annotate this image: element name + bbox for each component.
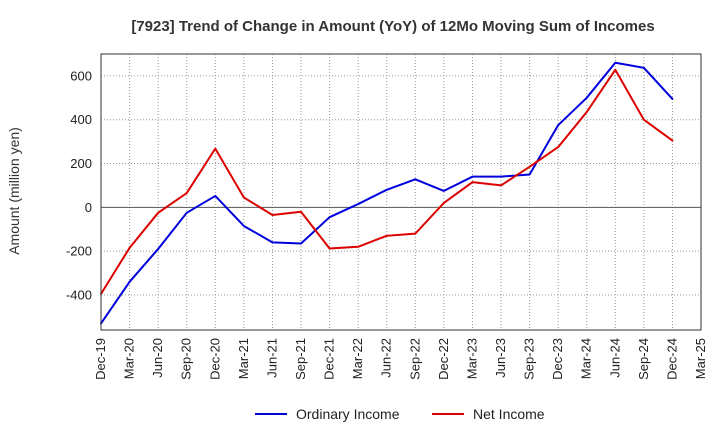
series-layer	[100, 61, 674, 325]
x-tick-label: Dec-20	[207, 338, 222, 380]
x-tick-label: Dec-21	[322, 338, 337, 380]
legend-label-2: Net Income	[473, 406, 545, 422]
x-tick-label: Sep-22	[407, 338, 422, 380]
x-tick-label: Mar-23	[464, 338, 479, 379]
x-tick-label: Mar-22	[350, 338, 365, 379]
y-tick-label: 600	[70, 68, 92, 83]
y-tick-label: -200	[66, 244, 92, 259]
x-tick-label: Sep-20	[179, 338, 194, 380]
y-tick-labels: -400 -200 0 200 400 600	[66, 68, 92, 302]
x-tick-label: Mar-21	[236, 338, 251, 379]
x-tick-label: Dec-24	[664, 338, 679, 380]
x-tick-label: Jun-24	[607, 338, 622, 378]
x-tick-label: Sep-21	[293, 338, 308, 380]
x-tick-label: Jun-21	[264, 338, 279, 378]
x-tick-labels: Dec-19 Mar-20 Jun-20 Sep-20 Dec-20 Mar-21 Jun-…	[93, 338, 708, 380]
x-tick-label: Mar-20	[122, 338, 137, 379]
x-tick-label: Sep-23	[522, 338, 537, 380]
series-line-1	[100, 61, 674, 325]
y-axis-label: Amount (million yen)	[6, 127, 22, 255]
grid-layer	[101, 54, 701, 330]
x-tick-label: Mar-24	[579, 338, 594, 379]
y-tick-label: 200	[70, 156, 92, 171]
plot-frame-layer	[100, 53, 702, 331]
x-tick-label: Jun-23	[493, 338, 508, 378]
x-tick-label: Mar-25	[693, 338, 708, 379]
plot-frame	[100, 53, 702, 331]
x-tick-label: Dec-22	[436, 338, 451, 380]
x-tick-label: Dec-19	[93, 338, 108, 380]
legend-label-1: Ordinary Income	[296, 406, 400, 422]
y-tick-label: 400	[70, 112, 92, 127]
legend: Ordinary Income Net Income	[255, 406, 545, 422]
series-line-2	[100, 68, 674, 295]
x-tick-label: Sep-24	[636, 338, 651, 380]
x-tick-label: Jun-20	[150, 338, 165, 378]
x-tick-label: Jun-22	[379, 338, 394, 378]
y-tick-label: -400	[66, 287, 92, 302]
x-tick-label: Dec-23	[550, 338, 565, 380]
chart-title: [7923] Trend of Change in Amount (YoY) o…	[131, 18, 654, 35]
y-tick-label: 0	[85, 200, 92, 215]
